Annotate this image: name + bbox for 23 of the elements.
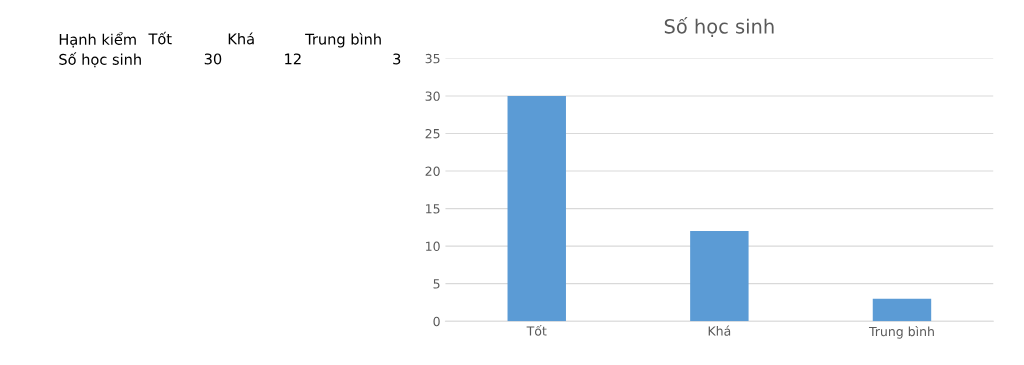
text: 3	[393, 53, 401, 65]
x-tick-label: Trung bình	[868, 326, 934, 339]
text: Khá	[228, 32, 254, 45]
chart-title: Số học sinh	[664, 16, 774, 37]
text: Hạnh kiểm	[59, 32, 136, 48]
text: Số học sinh	[59, 52, 141, 68]
y-tick-label: 0	[433, 316, 440, 327]
text: 12	[285, 53, 301, 65]
text: Tốt	[148, 31, 172, 45]
text: 30	[204, 53, 222, 65]
y-tick-label: 10	[426, 241, 440, 252]
bar	[507, 95, 566, 322]
y-tick-label: 30	[425, 91, 440, 101]
x-tick-label: Tốt	[526, 324, 547, 336]
y-tick-label: 35	[425, 53, 440, 64]
text: Trung bình	[305, 32, 381, 48]
y-tick-label: 20	[425, 166, 440, 176]
y-tick-label: 15	[426, 204, 440, 214]
bar	[690, 231, 749, 322]
y-tick-label: 5	[433, 279, 440, 289]
y-tick-label: 25	[425, 128, 440, 139]
bar	[872, 298, 932, 322]
x-tick-label: Khá	[708, 325, 731, 336]
